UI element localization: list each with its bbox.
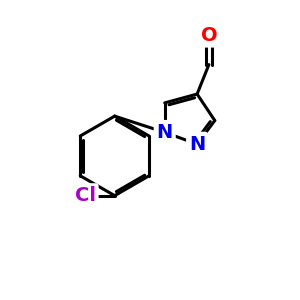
Text: N: N bbox=[157, 123, 173, 142]
Text: Cl: Cl bbox=[75, 186, 96, 205]
Text: O: O bbox=[201, 26, 217, 45]
Text: N: N bbox=[189, 135, 205, 154]
